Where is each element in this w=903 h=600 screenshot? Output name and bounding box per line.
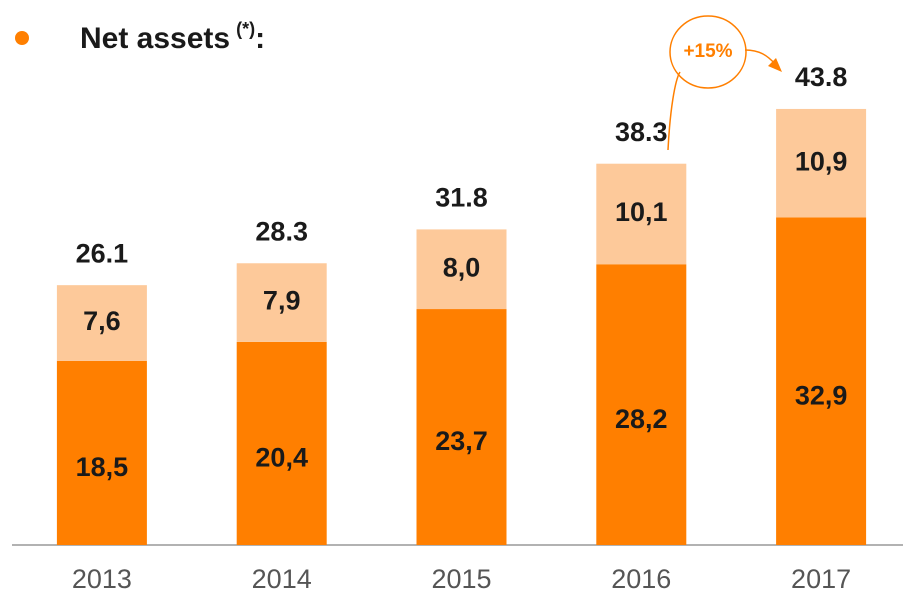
bar-segment [236, 341, 327, 545]
bullet [15, 31, 29, 45]
x-tick-label: 2016 [611, 564, 671, 594]
title-superscript: (*) [236, 19, 255, 39]
x-tick-label: 2017 [791, 564, 851, 594]
bar-segment [596, 264, 687, 545]
bar-segment [56, 360, 147, 545]
segment-label: 23,7 [435, 426, 488, 456]
title-suffix: : [255, 22, 265, 55]
total-label: 31.8 [435, 183, 488, 213]
annotation-arc [667, 71, 681, 151]
bar-segment [416, 309, 507, 545]
segment-label: 8,0 [443, 252, 481, 282]
x-tick-label: 2013 [72, 564, 132, 594]
bar-segment [596, 163, 687, 265]
title-main: Net assets [80, 22, 230, 55]
bar-segment [56, 285, 147, 361]
annotation-circle [669, 15, 747, 89]
total-label: 28.3 [255, 216, 308, 246]
total-label: 38.3 [615, 117, 668, 147]
total-label: 43.8 [795, 62, 848, 92]
segment-label: 32,9 [795, 380, 848, 410]
total-label: 26.1 [76, 238, 129, 268]
annotation: +15% [683, 41, 732, 62]
segment-label: 18,5 [76, 452, 129, 482]
segment-label: 20,4 [255, 443, 308, 473]
x-tick-label: 2014 [252, 564, 312, 594]
chart-title: Net assets (*): [80, 19, 265, 55]
annotation-arrowhead [768, 58, 782, 72]
bar-segment [416, 229, 507, 310]
segment-label: 10,9 [795, 146, 848, 176]
segment-label: 28,2 [615, 404, 668, 434]
bar-segment [236, 263, 327, 342]
segment-label: 10,1 [615, 197, 668, 227]
segment-label: 7,6 [83, 306, 121, 336]
annotation-arrow [744, 49, 776, 65]
x-tick-label: 2015 [431, 564, 491, 594]
bar-segment [776, 217, 867, 545]
bar-segment [776, 108, 867, 218]
segment-label: 7,9 [263, 286, 301, 316]
